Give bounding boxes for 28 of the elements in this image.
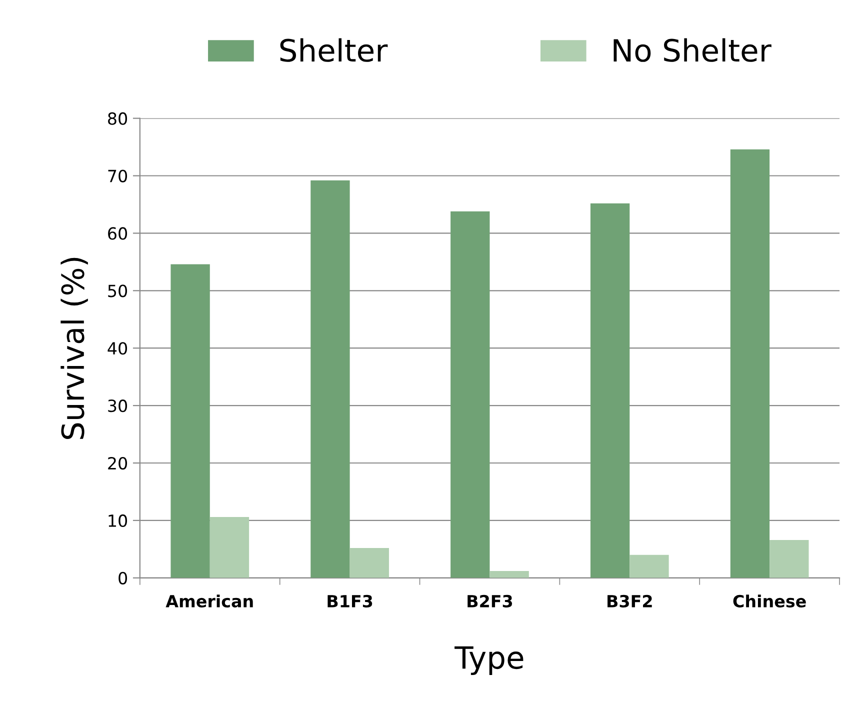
bar (770, 540, 809, 578)
bar (730, 149, 770, 578)
y-axis-title: Survival (%) (60, 258, 88, 439)
bar (590, 203, 630, 578)
y-tick-label: 20 (108, 456, 128, 470)
bar (170, 264, 210, 578)
legend-label: Shelter (280, 38, 388, 62)
y-tick-label: 60 (108, 227, 128, 240)
bar (310, 180, 350, 578)
y-tick-label: 30 (108, 400, 128, 412)
x-tick-label: American (166, 594, 253, 608)
bar (210, 517, 250, 578)
y-tick-label: 10 (108, 514, 128, 528)
y-tick-label: 80 (108, 112, 128, 125)
bar (450, 211, 490, 578)
bar (490, 571, 529, 578)
y-tick-label: 70 (108, 170, 128, 182)
x-tick-label: B1F3 (328, 594, 372, 608)
y-tick-label: 0 (118, 572, 128, 584)
bar (350, 548, 389, 578)
y-tick-label: 50 (108, 284, 128, 298)
x-axis-title: Type (454, 646, 524, 675)
x-tick-label: Chinese (733, 594, 806, 608)
x-tick-label: B2F3 (468, 594, 512, 608)
bar (630, 554, 669, 578)
x-tick-label: B3F2 (608, 594, 652, 608)
y-tick-label: 40 (108, 342, 128, 355)
legend-label: No Shelter (614, 38, 772, 62)
